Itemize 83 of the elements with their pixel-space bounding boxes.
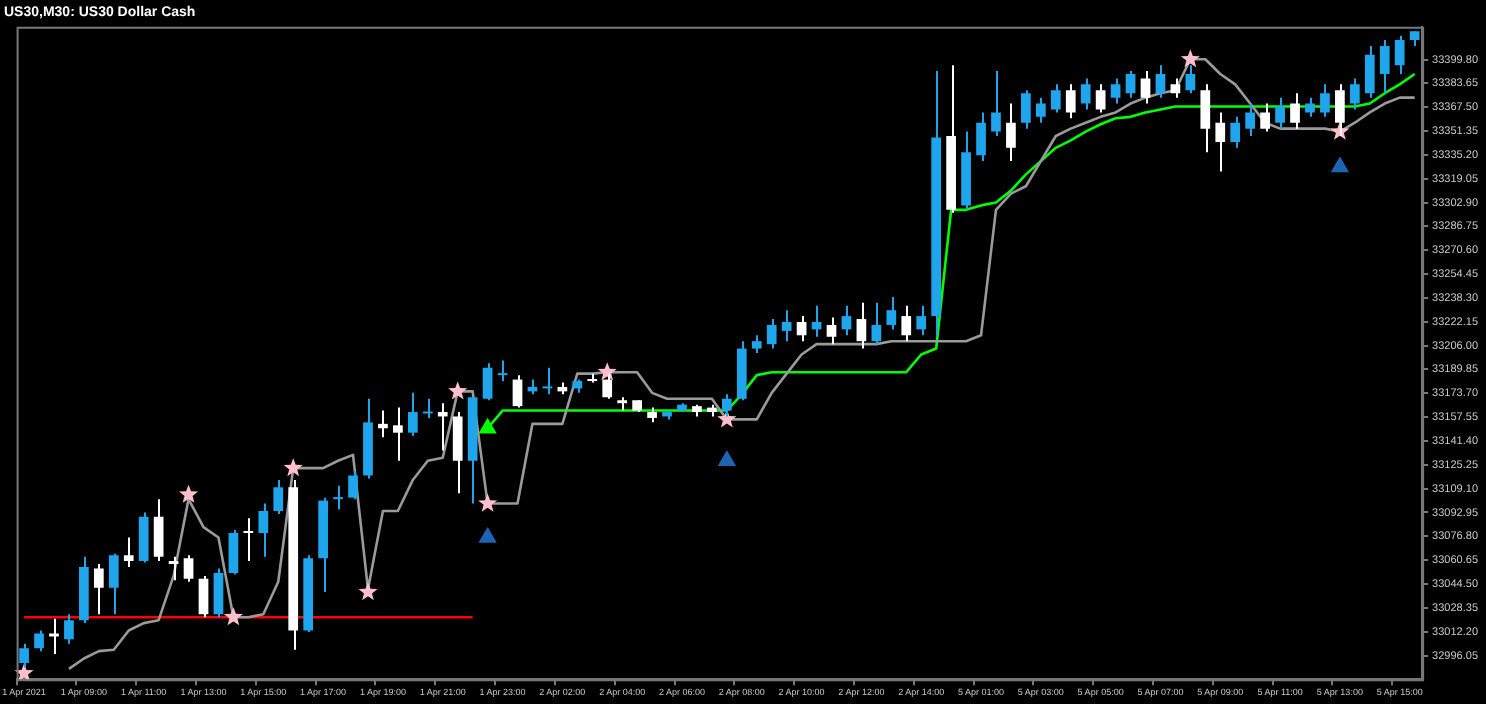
candlestick — [1125, 70, 1136, 99]
point — [1180, 49, 1200, 68]
candlestick — [1394, 34, 1405, 76]
candlestick — [138, 511, 149, 564]
candlestick — [497, 359, 508, 383]
candlestick — [198, 574, 209, 619]
candlestick — [123, 536, 134, 569]
candlestick — [1364, 44, 1375, 99]
candlestick — [1245, 102, 1256, 138]
candlestick — [766, 318, 777, 350]
point — [717, 409, 737, 428]
candlestick — [1260, 102, 1270, 133]
candlestick — [108, 552, 119, 616]
candlestick — [393, 406, 403, 462]
candlestick — [153, 498, 164, 563]
point — [479, 418, 496, 434]
candlestick — [826, 316, 837, 346]
candlestick — [1320, 83, 1330, 118]
point — [597, 362, 617, 381]
candlestick — [1080, 77, 1091, 111]
candlestick — [1170, 77, 1181, 99]
candlestick — [1155, 64, 1166, 99]
candlestick — [407, 391, 418, 437]
candlestick — [213, 567, 224, 619]
candlestick — [49, 617, 59, 656]
candlestick — [1230, 115, 1241, 149]
candlestick — [871, 301, 882, 346]
candlestick — [1035, 96, 1046, 124]
point — [448, 381, 468, 400]
candlestick — [333, 484, 343, 511]
candlestick — [1275, 96, 1285, 130]
candlestick — [348, 470, 358, 501]
candlestick — [1021, 89, 1031, 130]
point — [223, 607, 243, 626]
candlestick — [1006, 102, 1016, 163]
candlestick — [886, 295, 897, 331]
point — [478, 493, 498, 512]
candlestick — [721, 393, 732, 418]
candlestick — [1335, 83, 1345, 138]
candlestick — [422, 397, 433, 419]
candlestick — [1050, 83, 1061, 114]
candlestick — [991, 70, 1001, 138]
candlestick — [1110, 77, 1121, 105]
candlestick — [841, 304, 852, 337]
candlestick — [258, 502, 269, 558]
point — [479, 528, 496, 543]
candlestick — [19, 642, 29, 669]
candlestick — [1095, 83, 1106, 114]
candlestick — [64, 613, 74, 645]
candlestick — [482, 362, 493, 402]
candlestick — [901, 304, 912, 343]
candlestick — [1140, 70, 1151, 105]
candlestick — [168, 555, 179, 582]
candlestick — [93, 563, 104, 616]
point — [358, 582, 378, 601]
candlestick — [273, 478, 284, 515]
point — [283, 458, 303, 477]
candlestick — [1185, 64, 1196, 95]
candlestick — [512, 374, 523, 409]
candlestick — [1215, 111, 1226, 173]
candlestick — [916, 304, 927, 337]
candlestick — [1379, 39, 1390, 95]
point — [718, 451, 736, 467]
candlestick — [1065, 83, 1076, 120]
candlestick — [437, 402, 448, 452]
candlestick — [1349, 77, 1360, 111]
candlestick — [1200, 83, 1211, 154]
candlestick — [781, 309, 792, 343]
candlestick — [1290, 92, 1300, 130]
candlestick — [976, 111, 986, 163]
candlestick — [183, 554, 194, 583]
candlestick — [228, 529, 239, 576]
candlestick — [452, 411, 463, 495]
candlestick — [602, 372, 613, 400]
candlestick — [542, 366, 553, 396]
candlestick — [796, 315, 807, 343]
point — [179, 484, 199, 503]
candlestick — [243, 517, 254, 563]
point — [1331, 157, 1349, 173]
candlestick — [1305, 96, 1315, 118]
candlestick — [378, 409, 388, 439]
candlestick — [34, 629, 44, 653]
candlestick — [856, 301, 867, 350]
